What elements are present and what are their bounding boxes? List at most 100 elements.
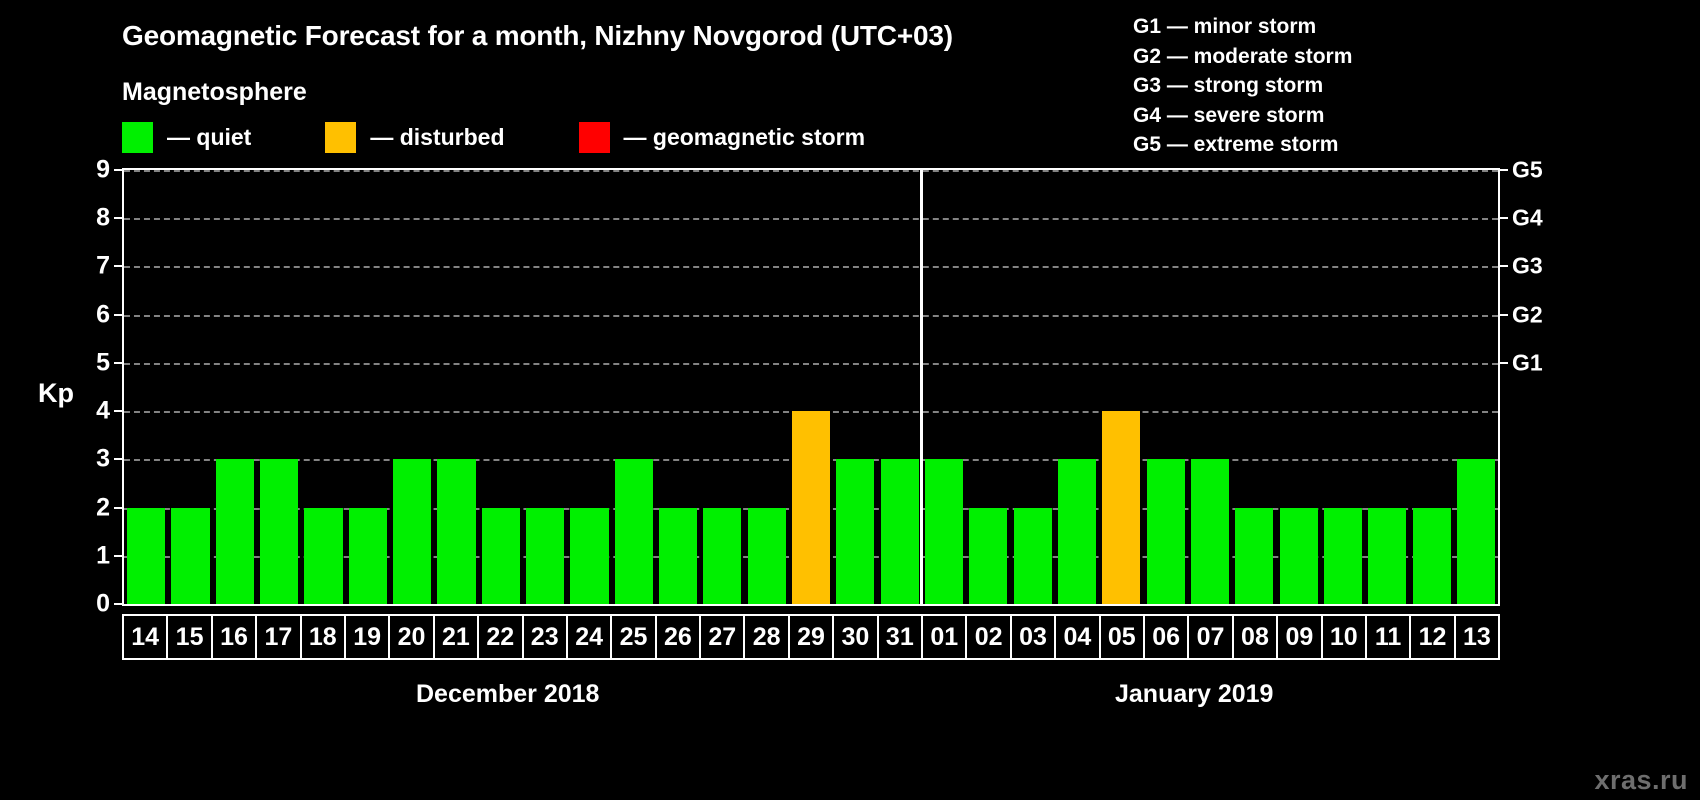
date-cell-14[interactable]: 14	[124, 616, 169, 658]
date-cell-05[interactable]: 05	[1101, 616, 1145, 658]
bar-slot[interactable]	[168, 170, 212, 604]
bar-slot[interactable]	[124, 170, 168, 604]
bar-slot[interactable]	[479, 170, 523, 604]
bar-22[interactable]	[481, 507, 520, 604]
bar-slot[interactable]	[1232, 170, 1276, 604]
date-cell-19[interactable]: 19	[346, 616, 391, 658]
date-cell-31[interactable]: 31	[879, 616, 924, 658]
bar-slot[interactable]	[700, 170, 744, 604]
bar-slot[interactable]	[523, 170, 567, 604]
bar-16[interactable]	[215, 459, 254, 604]
date-cell-02[interactable]: 02	[967, 616, 1012, 658]
gridline-kp-6	[124, 314, 1498, 317]
bar-17[interactable]	[260, 459, 299, 604]
y-tick-mark-5	[114, 361, 124, 364]
date-cell-04[interactable]: 04	[1056, 616, 1101, 658]
date-cell-10[interactable]: 10	[1323, 616, 1367, 658]
bar-slot[interactable]	[257, 170, 301, 604]
g-scale-row-g2: G2 — moderate storm	[1133, 44, 1353, 68]
bar-06[interactable]	[1146, 459, 1185, 604]
bar-slot[interactable]	[1277, 170, 1321, 604]
bar-slot[interactable]	[789, 170, 833, 604]
bar-slot[interactable]	[1188, 170, 1232, 604]
g-tick-label-g4: G4	[1512, 204, 1543, 231]
bar-slot[interactable]	[213, 170, 257, 604]
g-scale-legend: G1 — minor storm G2 — moderate storm G3 …	[1133, 12, 1352, 160]
bar-08[interactable]	[1235, 507, 1274, 604]
date-cell-24[interactable]: 24	[568, 616, 613, 658]
bar-slot[interactable]	[1454, 170, 1498, 604]
bar-18[interactable]	[304, 507, 343, 604]
date-cell-21[interactable]: 21	[435, 616, 480, 658]
bar-04[interactable]	[1058, 459, 1097, 604]
bar-30[interactable]	[836, 459, 875, 604]
date-cell-09[interactable]: 09	[1278, 616, 1323, 658]
date-cell-20[interactable]: 20	[390, 616, 435, 658]
date-cell-29[interactable]: 29	[790, 616, 835, 658]
bar-slot[interactable]	[1055, 170, 1099, 604]
bar-11[interactable]	[1368, 507, 1407, 604]
bar-15[interactable]	[171, 507, 210, 604]
date-cell-28[interactable]: 28	[745, 616, 790, 658]
date-cell-15[interactable]: 15	[168, 616, 213, 658]
bar-14[interactable]	[127, 507, 166, 604]
date-cell-06[interactable]: 06	[1145, 616, 1190, 658]
bar-slot[interactable]	[966, 170, 1010, 604]
date-cell-13[interactable]: 13	[1463, 622, 1491, 651]
date-cell-18[interactable]: 18	[302, 616, 346, 658]
bar-slot[interactable]	[390, 170, 434, 604]
bar-10[interactable]	[1323, 507, 1363, 604]
g-tick-label-g2: G2	[1512, 301, 1543, 328]
bar-slot[interactable]	[434, 170, 478, 604]
bar-12[interactable]	[1412, 507, 1451, 604]
bar-slot[interactable]	[745, 170, 789, 604]
bar-slot[interactable]	[1099, 170, 1143, 604]
bar-slot[interactable]	[656, 170, 700, 604]
bar-29[interactable]	[792, 411, 831, 604]
date-cell-17[interactable]: 17	[257, 616, 302, 658]
date-cell-30[interactable]: 30	[834, 616, 879, 658]
bar-slot[interactable]	[1365, 170, 1409, 604]
bar-02[interactable]	[969, 507, 1008, 604]
bar-slot[interactable]	[1011, 170, 1055, 604]
date-cell-01[interactable]: 01	[923, 616, 968, 658]
bar-01[interactable]	[925, 459, 964, 604]
bar-28[interactable]	[747, 507, 786, 604]
bar-slot[interactable]	[1144, 170, 1188, 604]
bar-slot[interactable]	[1321, 170, 1365, 604]
bar-09[interactable]	[1279, 507, 1318, 604]
bar-slot[interactable]	[833, 170, 877, 604]
bar-slot[interactable]	[567, 170, 611, 604]
date-cell-03[interactable]: 03	[1012, 616, 1057, 658]
bar-slot[interactable]	[612, 170, 656, 604]
date-cell-07[interactable]: 07	[1189, 616, 1234, 658]
bar-19[interactable]	[348, 507, 387, 604]
date-cell-16[interactable]: 16	[213, 616, 258, 658]
date-cell-23[interactable]: 23	[524, 616, 568, 658]
bar-slot[interactable]	[301, 170, 345, 604]
bar-27[interactable]	[703, 507, 742, 604]
bar-20[interactable]	[393, 459, 432, 604]
bar-slot[interactable]	[878, 170, 922, 604]
date-cell-27[interactable]: 27	[701, 616, 746, 658]
bar-25[interactable]	[614, 459, 653, 604]
date-cell-12[interactable]: 12	[1411, 616, 1456, 658]
date-cell-22[interactable]: 22	[479, 616, 524, 658]
bar-21[interactable]	[437, 459, 476, 604]
bar-slot[interactable]	[346, 170, 390, 604]
bar-slot[interactable]	[1410, 170, 1454, 604]
bar-23[interactable]	[526, 507, 565, 604]
date-cell-25[interactable]: 25	[612, 616, 657, 658]
bar-slot[interactable]	[922, 170, 966, 604]
bar-13[interactable]	[1456, 459, 1496, 604]
date-cell-11[interactable]: 11	[1367, 616, 1412, 658]
bar-31[interactable]	[880, 459, 919, 604]
date-cell-08[interactable]: 08	[1234, 616, 1279, 658]
bar-24[interactable]	[570, 507, 609, 604]
y-tick-mark-3	[114, 458, 124, 461]
date-cell-26[interactable]: 26	[657, 616, 702, 658]
bar-07[interactable]	[1190, 459, 1230, 604]
bar-26[interactable]	[659, 507, 698, 604]
bar-05[interactable]	[1102, 411, 1141, 604]
bar-03[interactable]	[1013, 507, 1052, 604]
